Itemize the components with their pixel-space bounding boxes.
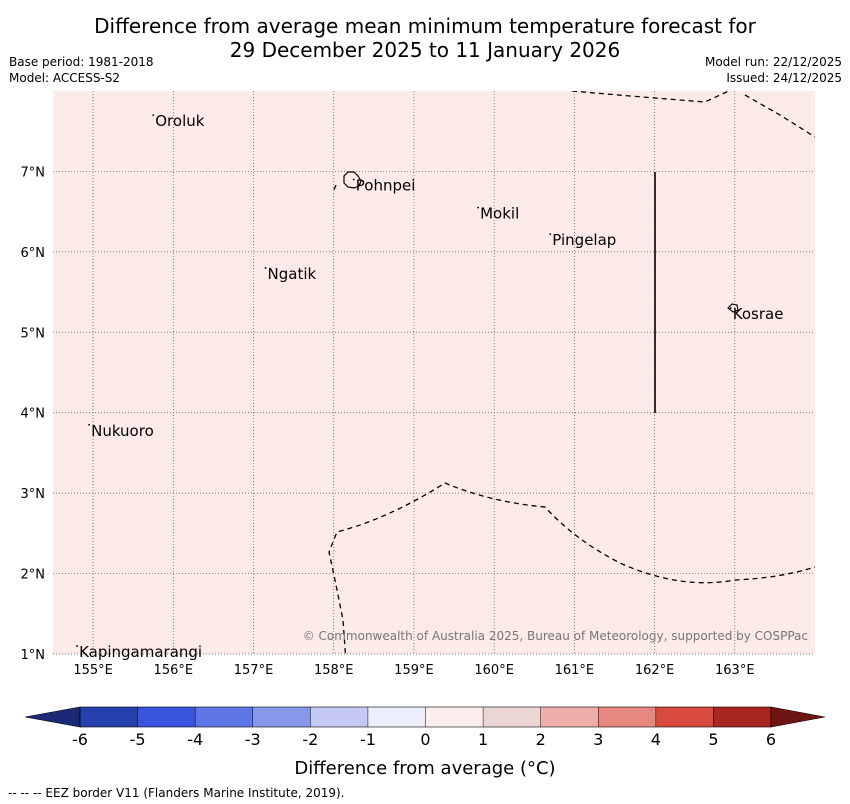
place-label: Mokil <box>480 205 519 223</box>
lat-tick-label: 7°N <box>21 165 46 180</box>
colorbar-tick-label: 3 <box>593 730 603 749</box>
colorbar-segment <box>80 707 139 727</box>
colorbar-segment <box>195 707 254 727</box>
colorbar: -6 -5 -4 -3 -2 -1 0 1 2 3 4 5 6 <box>24 706 826 749</box>
colorbar-extend-low <box>24 706 81 728</box>
colorbar-tick-label: 1 <box>478 730 488 749</box>
lon-tick-label: 158°E <box>314 663 354 678</box>
place-label: Kapingamarangi <box>79 643 202 661</box>
colorbar-tick-label: 4 <box>651 730 661 749</box>
colorbar-tick-label: -1 <box>360 730 376 749</box>
lon-tick-label: 161°E <box>555 663 595 678</box>
eez-borders <box>328 91 815 654</box>
chart-title: Difference from average mean minimum tem… <box>0 14 850 62</box>
colorbar-segment <box>713 707 772 727</box>
colorbar-tick-label: -5 <box>130 730 146 749</box>
lat-tick-label: 5°N <box>21 326 46 341</box>
place-marker <box>477 206 480 209</box>
colorbar-tick-label: 0 <box>420 730 430 749</box>
lon-tick-label: 155°E <box>73 663 113 678</box>
colorbar-tick-label: 6 <box>766 730 776 749</box>
colorbar-segment <box>425 707 484 727</box>
eez-border-south <box>328 482 815 654</box>
lat-tick-label: 6°N <box>21 246 46 261</box>
colorbar-segment <box>367 707 426 727</box>
model-name: Model: ACCESS-S2 <box>9 71 121 85</box>
colorbar-tick-label: 2 <box>536 730 546 749</box>
eez-border-pohnpei <box>332 184 337 193</box>
place-marker <box>352 178 355 181</box>
lat-tick-label: 4°N <box>21 407 46 422</box>
place-label: Nukuoro <box>91 422 154 440</box>
place-marker <box>549 233 552 236</box>
colorbar-tick-label: 5 <box>708 730 718 749</box>
colorbar-tick-label: -6 <box>72 730 88 749</box>
place-label: Pohnpei <box>356 176 416 194</box>
longitude-axis: 155°E 156°E 157°E 158°E 159°E 160°E 161°E 162°E… <box>73 663 754 678</box>
colorbar-segment <box>310 707 369 727</box>
colorbar-tick-label: -3 <box>245 730 261 749</box>
colorbar-segment <box>252 707 311 727</box>
lon-tick-label: 156°E <box>154 663 194 678</box>
colorbar-segment <box>137 707 196 727</box>
graticule <box>53 91 815 655</box>
place-label: Oroluk <box>155 112 204 130</box>
latitude-axis: 7°N 6°N 5°N 4°N 3°N 2°N 1°N <box>21 165 46 663</box>
colorbar-label: Difference from average (°C) <box>294 758 555 779</box>
lon-tick-label: 163°E <box>715 663 755 678</box>
title-line-2: 29 December 2025 to 11 January 2026 <box>229 38 621 62</box>
colorbar-tick-label: -4 <box>187 730 203 749</box>
colorbar-extend-high <box>770 706 826 728</box>
place-label: Kosrae <box>733 305 784 323</box>
place-marker <box>152 114 155 117</box>
lat-tick-label: 2°N <box>21 568 46 583</box>
base-period: Base period: 1981-2018 <box>9 55 154 69</box>
issued-date: Issued: 24/12/2025 <box>726 71 842 85</box>
lon-tick-label: 159°E <box>394 663 434 678</box>
place-marker <box>88 423 90 426</box>
eez-border-north <box>571 91 815 138</box>
place-label: Ngatik <box>268 265 317 283</box>
islands <box>343 171 739 313</box>
map-background <box>53 91 815 654</box>
lat-tick-label: 3°N <box>21 487 46 502</box>
copyright-notice: © Commonwealth of Australia 2025, Bureau… <box>303 629 808 643</box>
place-labels: Oroluk Pohnpei Mokil Pingelap Ngatik Kosrae Nu… <box>76 112 783 661</box>
colorbar-segment <box>655 707 714 727</box>
colorbar-tick-label: -2 <box>302 730 318 749</box>
colorbar-segment <box>540 707 599 727</box>
model-run: Model run: 22/12/2025 <box>704 55 842 69</box>
lat-tick-label: 1°N <box>21 648 46 663</box>
pohnpei-island-shape <box>343 171 362 189</box>
colorbar-segment <box>598 707 657 727</box>
lon-tick-label: 162°E <box>635 663 675 678</box>
lon-tick-label: 160°E <box>474 663 514 678</box>
lon-tick-label: 157°E <box>234 663 274 678</box>
place-label: Pingelap <box>552 231 616 249</box>
title-line-1: Difference from average mean minimum tem… <box>94 14 756 38</box>
place-marker <box>264 267 267 269</box>
colorbar-segment <box>483 707 542 727</box>
place-marker <box>729 307 732 310</box>
place-marker <box>76 645 78 647</box>
eez-legend: -- -- -- EEZ border V11 (Flanders Marine… <box>8 786 345 800</box>
kosrae-island-shape <box>727 303 739 313</box>
